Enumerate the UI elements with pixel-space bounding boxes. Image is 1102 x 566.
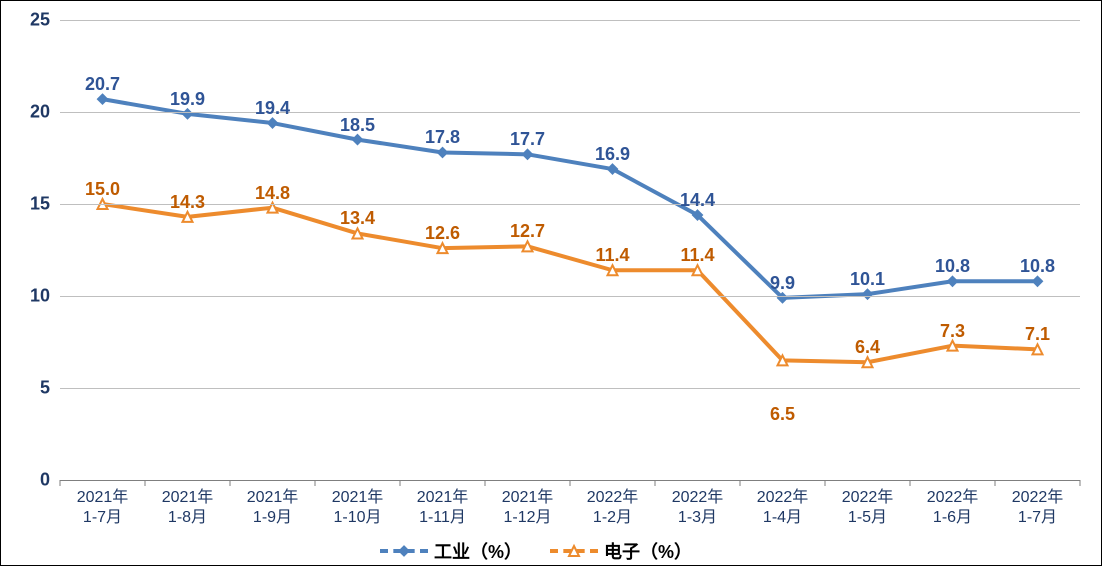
chart-svg (60, 20, 1080, 480)
plot-area (60, 20, 1080, 480)
y-tick-label: 25 (0, 10, 50, 31)
gridline (60, 296, 1080, 297)
x-tick-label: 2021年 1-10月 (332, 488, 384, 528)
point-label: 19.4 (255, 98, 290, 119)
x-tick-label: 2022年 1-4月 (757, 488, 809, 528)
legend: 工业（%） 电子（%） (380, 538, 692, 564)
gridline (60, 480, 1080, 481)
legend-swatch (550, 543, 598, 559)
x-tick-label: 2022年 1-7月 (1012, 488, 1064, 528)
series-marker (693, 265, 703, 275)
point-label: 14.8 (255, 182, 290, 203)
point-label: 11.4 (595, 245, 629, 266)
point-label: 7.3 (940, 320, 965, 341)
point-label: 11.4 (680, 245, 714, 266)
point-label: 10.1 (850, 269, 885, 290)
series-marker (353, 135, 362, 144)
y-tick-label: 15 (0, 194, 50, 215)
y-tick-label: 5 (0, 378, 50, 399)
gridline (60, 388, 1080, 389)
x-tick-label: 2021年 1-8月 (162, 488, 214, 528)
x-tick-label: 2021年 1-9月 (247, 488, 299, 528)
series-marker (523, 241, 533, 251)
point-label: 14.3 (170, 192, 205, 213)
point-label: 17.7 (510, 129, 545, 150)
point-label: 15.0 (85, 179, 120, 200)
point-label: 6.5 (770, 405, 795, 426)
series-marker (523, 150, 532, 159)
x-tick-label: 2022年 1-5月 (842, 488, 894, 528)
point-label: 6.4 (855, 337, 880, 358)
x-tick-label: 2022年 1-3月 (672, 488, 724, 528)
point-label: 12.6 (425, 223, 460, 244)
point-label: 9.9 (770, 273, 795, 294)
series-marker (948, 341, 958, 351)
point-label: 19.9 (170, 89, 205, 110)
point-label: 20.7 (85, 74, 120, 95)
point-label: 13.4 (340, 208, 375, 229)
point-label: 16.9 (595, 144, 630, 165)
gridline (60, 20, 1080, 21)
y-tick-label: 20 (0, 102, 50, 123)
point-label: 7.1 (1025, 324, 1050, 345)
series-marker (1033, 277, 1042, 286)
series-line (103, 99, 1038, 298)
series-marker (183, 212, 193, 222)
series-line (103, 204, 1038, 362)
series-marker (1033, 344, 1043, 354)
series-marker (863, 357, 873, 367)
series-marker (268, 119, 277, 128)
series-marker (438, 148, 447, 157)
gridline (60, 204, 1080, 205)
x-tick-label: 2021年 1-11月 (417, 488, 469, 528)
gridline (60, 112, 1080, 113)
legend-swatch (380, 543, 428, 559)
legend-item: 工业（%） (380, 538, 522, 564)
point-label: 18.5 (340, 114, 375, 135)
series-marker (353, 228, 363, 238)
x-tick-label: 2022年 1-6月 (927, 488, 979, 528)
series-marker (948, 277, 957, 286)
point-label: 17.8 (425, 127, 460, 148)
legend-item: 电子（%） (550, 538, 692, 564)
y-tick-label: 0 (0, 470, 50, 491)
series-marker (608, 265, 618, 275)
legend-label: 工业（%） (434, 538, 522, 564)
series-marker (438, 243, 448, 253)
point-label: 10.8 (1020, 256, 1055, 277)
point-label: 10.8 (935, 256, 970, 277)
x-tick-label: 2021年 1-12月 (502, 488, 554, 528)
chart-container: 工业（%） 电子（%） 0 5 10 15 20 25 2021年 1-7月 2021年 1-8… (0, 0, 1102, 566)
series-marker (863, 290, 872, 299)
x-tick-label: 2021年 1-7月 (77, 488, 129, 528)
point-label: 12.7 (510, 221, 545, 242)
series-marker (98, 95, 107, 104)
y-tick-label: 10 (0, 286, 50, 307)
legend-label: 电子（%） (604, 538, 692, 564)
series-marker (183, 109, 192, 118)
x-tick-label: 2022年 1-2月 (587, 488, 639, 528)
point-label: 14.4 (680, 190, 715, 211)
